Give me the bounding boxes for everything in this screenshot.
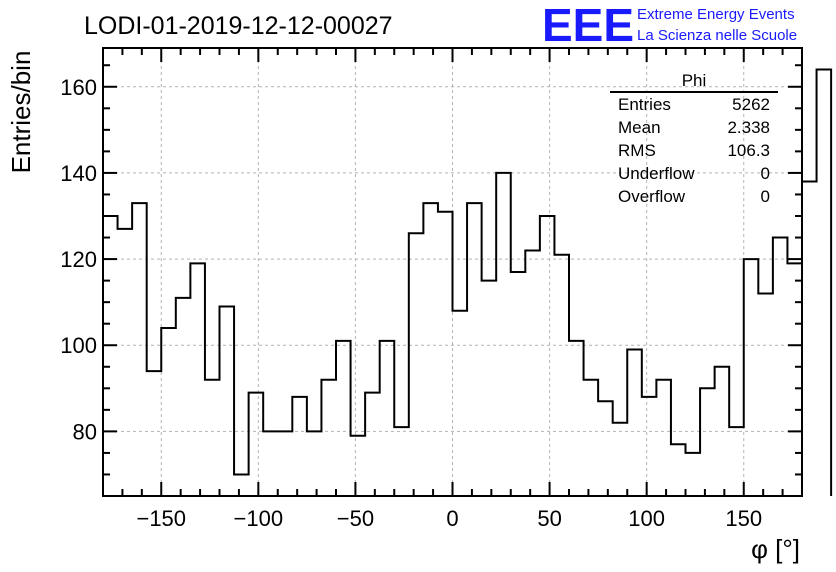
stats-row-value: 5262 [732, 95, 770, 114]
stats-row-label: RMS [618, 141, 656, 160]
histogram-bin [380, 341, 395, 496]
chart-title: LODI-01-2019-12-12-00027 [84, 12, 393, 40]
x-tick-label: −100 [234, 506, 284, 531]
stats-row-label: Underflow [618, 164, 695, 183]
histogram-bin [729, 427, 744, 496]
histogram-bin [482, 281, 497, 496]
x-tick-label: 150 [725, 506, 762, 531]
x-tick-label: 100 [628, 506, 665, 531]
histogram-bin [321, 380, 336, 496]
histogram-bin [613, 423, 628, 496]
histogram-bin [671, 444, 686, 496]
x-tick-label: 0 [446, 506, 458, 531]
stats-row-value: 0 [761, 187, 770, 206]
histogram-bin [642, 397, 657, 496]
stats-row-label: Overflow [618, 187, 686, 206]
histogram-bin [147, 371, 162, 496]
histogram-bin [686, 453, 701, 496]
stats-row-label: Entries [618, 95, 671, 114]
histogram-bin [118, 229, 133, 496]
histogram-bin [438, 212, 453, 496]
histogram-bin [525, 250, 540, 496]
histogram-bin [744, 259, 759, 496]
y-tick-label: 100 [60, 333, 97, 358]
histogram-bin [103, 216, 118, 496]
histogram-bin [190, 263, 205, 496]
y-tick-label: 120 [60, 247, 97, 272]
histogram-bin [409, 233, 424, 496]
eee-logo-line1: Extreme Energy Events [637, 6, 795, 23]
histogram-bin [773, 238, 788, 496]
x-tick-label: −50 [337, 506, 374, 531]
histogram-bin [787, 263, 802, 496]
histogram-bin [249, 393, 264, 496]
y-tick-label: 140 [60, 161, 97, 186]
y-tick-label: 80 [73, 419, 97, 444]
stats-row-value: 2.338 [727, 118, 770, 137]
histogram-bin [453, 311, 468, 496]
x-tick-label: −150 [136, 506, 186, 531]
histogram-bin [132, 203, 147, 496]
stats-box-rows: Entries 5262 Mean 2.338 RMS 106.3 Underflow 0 Ov… [618, 95, 770, 206]
histogram-bin [817, 70, 832, 496]
stats-box-title: Phi [682, 71, 707, 90]
y-axis-label: Entries/bin [6, 51, 36, 174]
x-axis-label: φ [°] [751, 534, 800, 564]
stats-row-value: 106.3 [727, 141, 770, 160]
histogram-bin [263, 431, 278, 496]
histogram-bin [423, 203, 438, 496]
histogram-bin [336, 341, 351, 496]
y-tick-label: 160 [60, 75, 97, 100]
stats-box: Phi Entries 5262 Mean 2.338 RMS 106.3 Underflo… [610, 71, 778, 206]
histogram-bin [292, 397, 307, 496]
histogram-bin [569, 341, 584, 496]
histogram-bin [540, 216, 555, 496]
histogram-bin [394, 427, 409, 496]
histogram-bin [176, 298, 191, 496]
histogram-bin [161, 328, 176, 496]
histogram-outline [102, 68, 833, 496]
axis-tick-labels: −150 −100 −50 0 50 100 150 80 100 120 140 160 [60, 75, 762, 531]
stats-row-label: Mean [618, 118, 661, 137]
eee-logo-mark: EEE [542, 0, 634, 51]
histogram-bin [365, 393, 380, 496]
histogram-bin [802, 182, 817, 496]
histogram-bars [102, 68, 833, 496]
axis-ticks [103, 48, 802, 496]
eee-logo-line2: La Scienza nelle Scuole [637, 27, 797, 44]
stats-row-value: 0 [761, 164, 770, 183]
histogram-bin [220, 306, 235, 496]
histogram-bin [656, 380, 671, 496]
histogram-bin [584, 380, 599, 496]
histogram-bin [554, 255, 569, 496]
grid-lines [103, 48, 802, 496]
histogram-bin [598, 401, 613, 496]
histogram-bin [205, 380, 220, 496]
histogram-bin [351, 436, 366, 496]
histogram-bin [234, 474, 249, 496]
histogram-bin [700, 388, 715, 496]
x-tick-label: 50 [537, 506, 561, 531]
histogram-bin [467, 203, 482, 496]
histogram-bin [627, 350, 642, 496]
histogram-bin [511, 272, 526, 496]
histogram-bin [496, 173, 511, 496]
eee-logo: EEE Extreme Energy Events La Scienza nel… [542, 0, 797, 51]
histogram-bin [278, 431, 293, 496]
histogram-bin [307, 431, 322, 496]
histogram-bin [758, 294, 773, 496]
